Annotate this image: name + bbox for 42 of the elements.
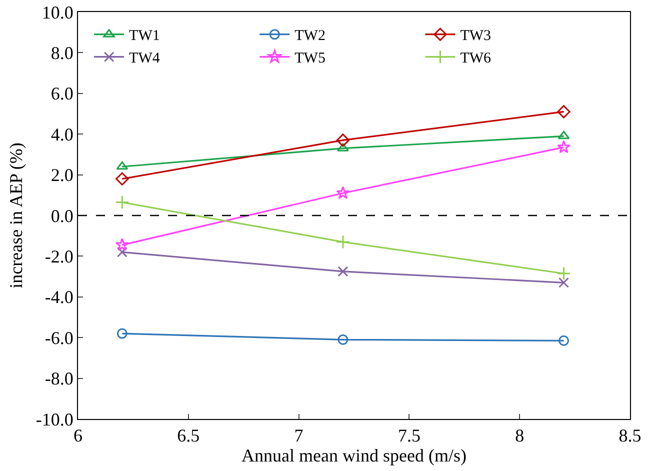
point <box>557 140 570 154</box>
legend-label: TW4 <box>129 50 160 67</box>
point <box>115 238 129 251</box>
legend-label: TW3 <box>460 28 492 44</box>
legend-label: TW1 <box>129 28 160 44</box>
x-axis-title: Annual mean wind speed (m/s) <box>242 446 466 466</box>
legend-label: TW6 <box>460 50 492 67</box>
point <box>336 234 350 250</box>
point <box>558 277 570 288</box>
x-tick-label: 8 <box>515 426 524 446</box>
y-tick-label: 2.0 <box>50 165 74 186</box>
y-tick-label: 0.0 <box>50 206 74 226</box>
point <box>336 186 350 199</box>
y-tick-label: 10.0 <box>42 2 74 22</box>
point <box>115 195 130 210</box>
y-tick-label: 4.0 <box>50 124 74 144</box>
legend-label: TW2 <box>294 28 326 44</box>
point <box>557 105 570 118</box>
point <box>116 328 128 339</box>
point <box>338 266 348 277</box>
point <box>558 130 570 140</box>
point <box>116 172 129 186</box>
y-tick-label: -10.0 <box>36 409 74 430</box>
legend-label: TW5 <box>294 50 326 67</box>
point <box>556 266 571 281</box>
point <box>336 134 350 147</box>
x-tick-label: 7.5 <box>398 426 420 446</box>
point <box>337 143 349 152</box>
y-tick-label: -8.0 <box>44 368 74 389</box>
x-tick-label: 6.5 <box>177 426 200 446</box>
point <box>116 161 128 170</box>
y-tick-label: 8.0 <box>50 43 74 63</box>
point <box>558 335 570 346</box>
y-tick-label: 6.0 <box>50 84 74 104</box>
x-tick-label: 7 <box>294 426 304 446</box>
y-tick-label: -4.0 <box>44 287 74 308</box>
y-tick-label: -2.0 <box>44 246 74 266</box>
point <box>338 334 348 345</box>
x-tick-label: 8.5 <box>618 426 642 446</box>
y-axis-title: increase in AEP (%) <box>6 142 26 288</box>
x-tick-label: 6 <box>74 426 82 446</box>
y-tick-label: -6.0 <box>44 328 74 348</box>
